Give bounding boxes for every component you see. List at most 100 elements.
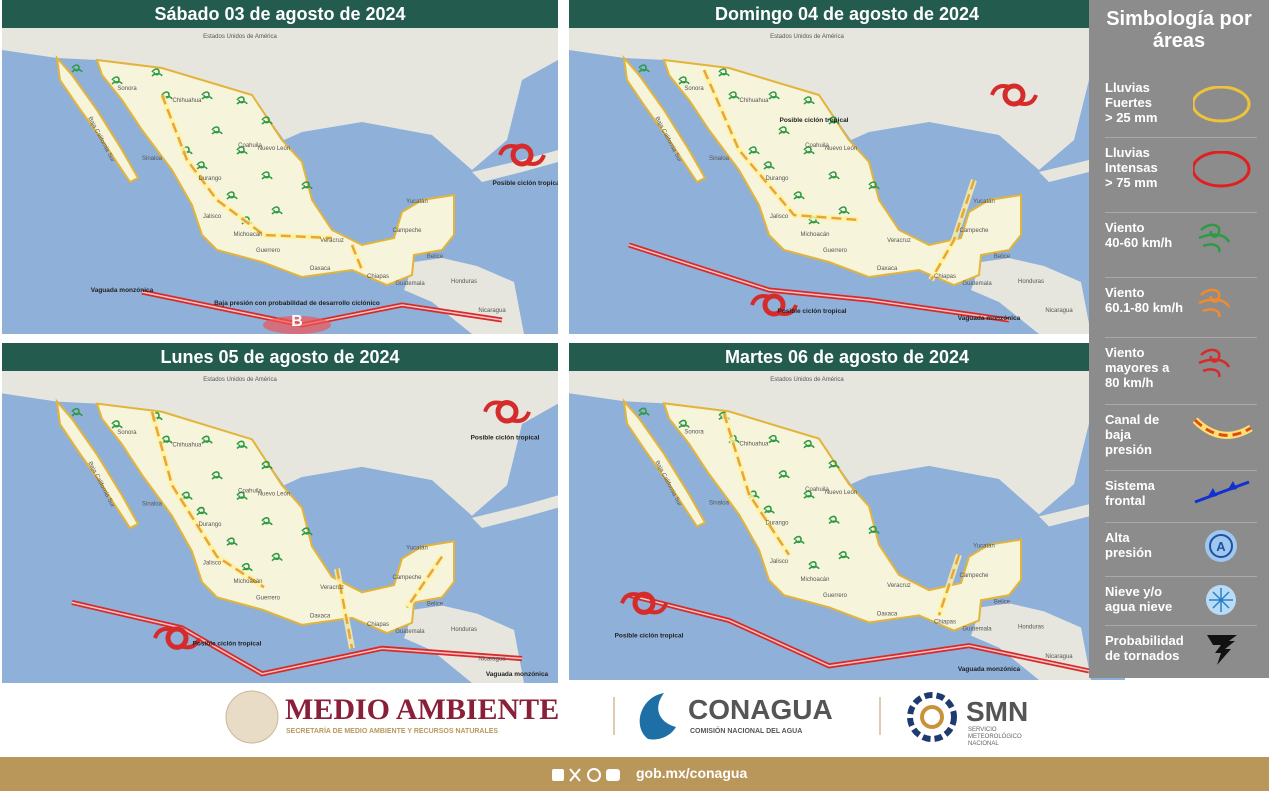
legend-item: Nieve y/o agua nieve — [1105, 584, 1265, 615]
wind-icon — [868, 181, 880, 190]
legend-label: Viento 40-60 km/h — [1105, 220, 1173, 250]
brand: SMN — [966, 696, 1028, 727]
brand-sub: SECRETARÍA DE MEDIO AMBIENTE Y RECURSOS … — [286, 726, 498, 735]
panel-title: Lunes 05 de agosto de 2024 — [2, 343, 558, 371]
mexico — [55, 398, 140, 530]
map-label: Campeche — [959, 228, 989, 234]
website: gob.mx/conagua — [636, 765, 748, 781]
trough — [335, 568, 354, 649]
low-pressure — [263, 316, 331, 334]
map-label: Nicaragua — [478, 308, 506, 314]
panel: Lunes 05 de agosto de 2024 Estados Unidos… — [2, 343, 558, 683]
legend-item: Alta presión A — [1105, 530, 1265, 562]
cyclone-icon — [495, 400, 519, 424]
annotation: Posible ciclón tropical — [193, 640, 262, 647]
map-label: Chihuahua — [172, 98, 202, 104]
monsoon-trough — [141, 291, 503, 326]
trough — [929, 179, 976, 281]
cyclone-icon — [632, 591, 656, 615]
wind-icon — [236, 96, 248, 105]
wind-icon — [803, 146, 815, 155]
map-label: Yucatán — [973, 199, 995, 205]
wind-icon — [226, 537, 238, 546]
annotation: Vaguada monzónica — [958, 666, 1021, 673]
wind-icon — [678, 419, 690, 429]
map-label: Michoacán — [800, 232, 829, 238]
map-label: Durango — [765, 176, 789, 182]
wind-icon — [828, 171, 840, 180]
land — [2, 371, 558, 516]
panel-title: Martes 06 de agosto de 2024 — [569, 343, 1125, 371]
wind-icon — [196, 161, 208, 170]
mexico — [662, 402, 1022, 632]
map-label: Guerrero — [256, 248, 281, 254]
legend-icon — [1198, 348, 1231, 378]
map-label: Guerrero — [823, 593, 848, 599]
map-label: Chihuahua — [739, 98, 769, 104]
wind-icon — [261, 171, 273, 180]
wind-icon — [301, 527, 313, 536]
cyclone-icon — [153, 626, 201, 650]
map-label: Sonora — [684, 430, 704, 436]
map-label: Michoacán — [233, 232, 262, 238]
brand-sub: COMISIÓN NACIONAL DEL AGUA — [690, 726, 802, 735]
map-label: Campeche — [393, 575, 423, 581]
legend-icon — [1193, 151, 1251, 188]
map-label: Jalisco — [770, 559, 789, 565]
wind-icon — [828, 116, 840, 125]
brand: MEDIO AMBIENTE — [285, 693, 559, 726]
cyclone-icon — [510, 143, 534, 167]
cyclone-icon — [762, 293, 786, 317]
annotation: Posible ciclón tropical — [493, 180, 559, 187]
legend: Simbología por áreas Lluvias Fuertes > 2… — [1089, 0, 1269, 678]
legend-label: Lluvias Fuertes > 25 mm — [1105, 80, 1158, 125]
land — [404, 605, 524, 683]
map-label: Oaxaca — [877, 611, 898, 617]
legend-item: Lluvias Fuertes > 25 mm — [1105, 80, 1265, 125]
map-label: Nicaragua — [1045, 308, 1073, 314]
legend-label: Canal de baja presión — [1105, 412, 1160, 457]
map-label: Belice — [994, 599, 1011, 605]
wind-icon — [808, 561, 820, 570]
annotation: Vaguada monzónica — [91, 287, 154, 294]
annotation: B — [291, 313, 303, 330]
annotation: Vaguada monzónica — [486, 671, 549, 678]
wind-icon — [803, 96, 815, 105]
legend-icon — [1198, 288, 1231, 318]
map-label: Sinaloa — [142, 156, 163, 162]
monsoon-trough — [628, 594, 1090, 672]
wind-icon — [196, 506, 208, 516]
map-label: Guatemala — [962, 281, 992, 287]
legend-icon — [1194, 480, 1250, 504]
map-label: Guatemala — [962, 627, 992, 633]
wind-icon — [261, 460, 273, 470]
map-label: Coahuila — [238, 143, 262, 149]
brand-sub: SERVICIO METEOROLÓGICO NACIONAL — [968, 727, 1022, 747]
wind-icon — [226, 191, 238, 200]
legend-icon — [1193, 86, 1251, 123]
cyclone-icon — [990, 84, 1038, 106]
map-label: Guatemala — [395, 281, 425, 287]
map-label: Coahuila — [805, 143, 829, 149]
map-label: Durango — [199, 522, 223, 528]
map-label: Chiapas — [367, 274, 389, 280]
wind-icon — [638, 407, 650, 417]
map-label: Yucatán — [406, 545, 428, 551]
map-label: Sinaloa — [709, 156, 730, 162]
wind-icon — [828, 515, 840, 525]
panel-title: Domingo 04 de agosto de 2024 — [569, 0, 1125, 28]
monsoon-trough — [628, 244, 1010, 321]
wind-icon — [768, 434, 780, 444]
annotation: Posible ciclón tropical — [780, 117, 849, 124]
legend-icon — [1206, 585, 1236, 615]
separator — [1105, 212, 1257, 213]
trough — [160, 94, 333, 240]
footer: MEDIO AMBIENTE SECRETARÍA DE MEDIO AMBIE… — [0, 683, 1269, 757]
legend-item: Probabilidad de tornados — [1105, 633, 1265, 665]
legend-item: Viento 40-60 km/h — [1105, 220, 1265, 253]
land — [971, 258, 1091, 334]
map-label: Estados Unidos de América — [203, 377, 277, 383]
wind-icon — [261, 517, 273, 526]
map-label: Estados Unidos de América — [770, 34, 844, 40]
map-label: Chiapas — [367, 622, 389, 628]
